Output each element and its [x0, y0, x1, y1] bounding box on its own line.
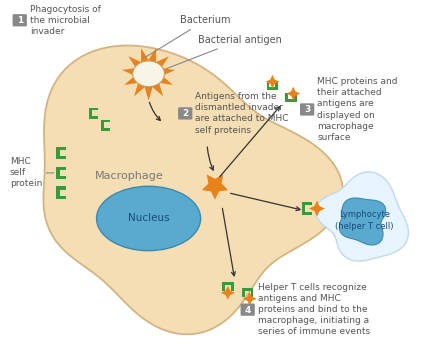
FancyBboxPatch shape	[178, 107, 193, 120]
Bar	[57, 196, 66, 199]
Bar	[57, 176, 66, 179]
Bar	[57, 147, 60, 159]
Text: 4: 4	[244, 306, 251, 315]
Text: 1: 1	[17, 16, 23, 25]
Bar	[57, 156, 66, 159]
Bar	[266, 87, 278, 90]
Bar	[302, 202, 306, 215]
Polygon shape	[266, 75, 279, 89]
Bar	[302, 212, 312, 215]
Text: Antigens from the
dismantled invader
are attached to MHC
self proteins: Antigens from the dismantled invader are…	[195, 92, 289, 135]
Bar	[302, 202, 312, 205]
Text: MHC proteins and
their attached
antigens are
displayed on
macrophage
surface: MHC proteins and their attached antigens…	[317, 77, 397, 142]
Bar	[57, 187, 60, 199]
Bar	[222, 282, 233, 285]
Text: Nucleus: Nucleus	[128, 213, 170, 223]
Polygon shape	[221, 286, 235, 300]
Polygon shape	[340, 198, 385, 245]
Bar	[57, 167, 66, 170]
Polygon shape	[286, 87, 300, 101]
Bar	[266, 81, 269, 90]
Text: Phagocytosis of
the microbial
invader: Phagocytosis of the microbial invader	[30, 5, 101, 36]
Text: MHC
self
protein: MHC self protein	[10, 157, 42, 189]
Polygon shape	[122, 48, 175, 101]
Bar	[89, 108, 92, 119]
Bar	[242, 288, 253, 291]
Text: Bacterial antigen: Bacterial antigen	[166, 35, 282, 69]
Bar	[57, 187, 66, 190]
Text: Bacterium: Bacterium	[145, 15, 231, 57]
Bar	[231, 282, 233, 291]
Bar	[222, 282, 225, 291]
Polygon shape	[309, 201, 325, 216]
Bar	[242, 288, 245, 296]
Bar	[101, 119, 110, 122]
Ellipse shape	[133, 61, 164, 87]
Text: Helper T cells recognize
antigens and MHC
proteins and bind to the
macrophage, i: Helper T cells recognize antigens and MH…	[258, 283, 370, 337]
Text: 2: 2	[182, 109, 188, 118]
Bar	[101, 128, 110, 131]
Polygon shape	[202, 175, 228, 200]
Bar	[57, 167, 60, 179]
Text: Macrophage: Macrophage	[94, 171, 163, 181]
Bar	[294, 93, 297, 102]
Bar	[250, 288, 253, 296]
Bar	[89, 116, 98, 119]
FancyBboxPatch shape	[241, 303, 255, 316]
Text: Lymphocyte
(helper T cell): Lymphocyte (helper T cell)	[335, 211, 394, 230]
Bar	[89, 108, 98, 110]
Bar	[275, 81, 278, 90]
Bar	[286, 99, 297, 102]
Text: 3: 3	[304, 105, 310, 114]
FancyBboxPatch shape	[13, 14, 27, 26]
Polygon shape	[43, 46, 343, 334]
Bar	[286, 93, 288, 102]
FancyBboxPatch shape	[300, 103, 314, 116]
Bar	[101, 119, 104, 131]
Polygon shape	[315, 172, 408, 261]
Polygon shape	[243, 292, 257, 306]
Bar	[57, 147, 66, 150]
Ellipse shape	[96, 186, 201, 251]
